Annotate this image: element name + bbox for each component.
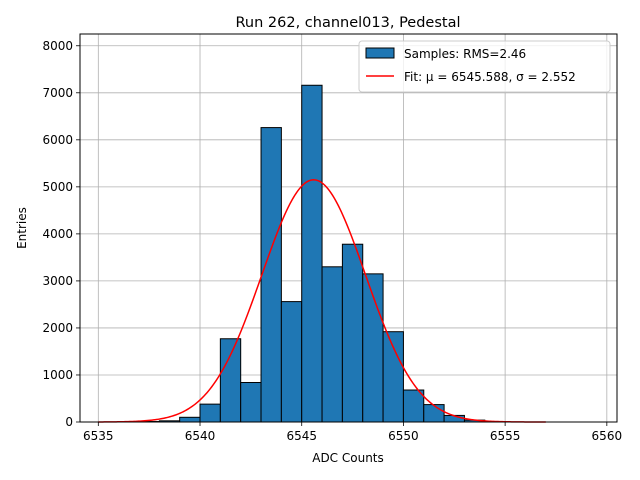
- y-tick-label: 2000: [42, 321, 73, 335]
- x-tick-label: 6540: [185, 429, 216, 443]
- legend-frame: [358, 40, 611, 93]
- histogram-bar: [321, 266, 343, 423]
- y-tick-label: 8000: [42, 39, 73, 53]
- y-axis-ticks: 0 1000 2000 3000 4000 5000 6000 7000 8000: [42, 39, 80, 429]
- histogram-bar: [240, 381, 262, 423]
- y-tick-label: 4000: [42, 227, 73, 241]
- legend-swatch-samples: [365, 47, 395, 59]
- histogram-bar: [280, 301, 303, 423]
- y-tick-label: 6000: [42, 133, 73, 147]
- chart-title: Run 262, channel013, Pedestal: [235, 15, 460, 31]
- x-tick-label: 6555: [490, 429, 521, 443]
- histogram-bar: [301, 84, 323, 423]
- x-tick-label: 6560: [592, 429, 623, 443]
- histogram-bar: [423, 404, 445, 423]
- histogram-bar: [260, 127, 282, 423]
- histogram-bar: [199, 403, 221, 423]
- plot-frame: [79, 33, 618, 423]
- histogram-bar: [179, 416, 201, 423]
- grid-lines: [80, 34, 617, 423]
- x-tick-label: 6535: [83, 429, 114, 443]
- y-axis-label: Entries: [15, 207, 29, 249]
- y-tick-label: 1000: [42, 368, 73, 382]
- legend-label-samples: Samples: RMS=2.46: [404, 47, 526, 61]
- legend: Samples: RMS=2.46 Fit: μ = 6545.588, σ =…: [358, 40, 611, 93]
- histogram-bar: [341, 243, 364, 423]
- y-tick-label: 5000: [42, 180, 73, 194]
- x-tick-label: 6550: [388, 429, 419, 443]
- legend-label-fit: Fit: μ = 6545.588, σ = 2.552: [404, 70, 576, 84]
- histogram-bar: [402, 389, 425, 423]
- x-axis-label: ADC Counts: [312, 451, 384, 465]
- y-tick-label: 7000: [42, 86, 73, 100]
- fit-curve: [98, 179, 546, 423]
- histogram-bar: [382, 331, 404, 423]
- y-tick-label: 3000: [42, 274, 73, 288]
- x-axis-ticks: 6535 6540 6545 6550 6555 6560: [83, 422, 622, 443]
- y-tick-label: 0: [65, 415, 73, 429]
- histogram-bars: [138, 84, 506, 423]
- x-tick-label: 6545: [286, 429, 317, 443]
- histogram-bar: [219, 338, 242, 423]
